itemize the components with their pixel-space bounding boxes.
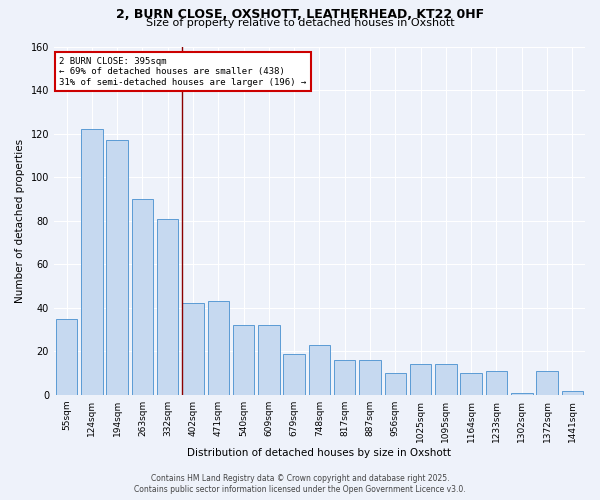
Bar [309,345,330,395]
Bar [258,326,280,395]
Bar [334,360,355,395]
Bar [182,304,204,395]
X-axis label: Distribution of detached houses by size in Oxshott: Distribution of detached houses by size … [187,448,451,458]
Bar [283,354,305,395]
Bar [460,373,482,395]
Bar [562,390,583,395]
Bar [536,371,558,395]
Bar [385,373,406,395]
Bar [233,326,254,395]
Bar [81,130,103,395]
Bar [157,218,178,395]
Bar [435,364,457,395]
Bar [359,360,381,395]
Y-axis label: Number of detached properties: Number of detached properties [15,138,25,303]
Text: Contains HM Land Registry data © Crown copyright and database right 2025.
Contai: Contains HM Land Registry data © Crown c… [134,474,466,494]
Bar [106,140,128,395]
Text: Size of property relative to detached houses in Oxshott: Size of property relative to detached ho… [146,18,454,28]
Bar [131,199,153,395]
Text: 2, BURN CLOSE, OXSHOTT, LEATHERHEAD, KT22 0HF: 2, BURN CLOSE, OXSHOTT, LEATHERHEAD, KT2… [116,8,484,20]
Bar [208,302,229,395]
Bar [410,364,431,395]
Bar [56,318,77,395]
Text: 2 BURN CLOSE: 395sqm
← 69% of detached houses are smaller (438)
31% of semi-deta: 2 BURN CLOSE: 395sqm ← 69% of detached h… [59,57,307,87]
Bar [511,393,533,395]
Bar [486,371,507,395]
